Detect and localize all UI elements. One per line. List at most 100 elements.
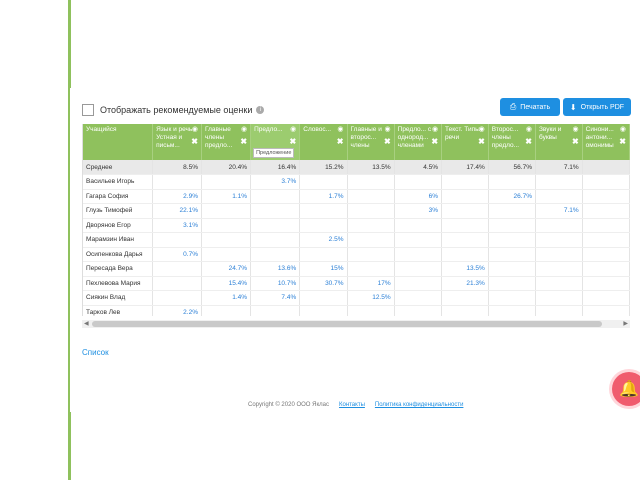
student-name[interactable]: Пехлевова Мария — [83, 276, 154, 291]
score-cell — [347, 174, 395, 190]
score-cell[interactable]: 17% — [347, 276, 395, 291]
recommended-grades-checkbox[interactable] — [82, 104, 94, 116]
header-topic[interactable]: Главные члены предло... ◉ ✖ — [201, 124, 252, 160]
horizontal-scrollbar[interactable]: ◀ ▶ — [82, 320, 630, 328]
eye-icon[interactable]: ◉ — [619, 126, 626, 133]
eye-icon[interactable]: ◉ — [384, 126, 391, 133]
header-student[interactable]: Учащийся — [83, 124, 154, 160]
footer-privacy-link[interactable]: Политика конфиденциальности — [374, 402, 464, 408]
eye-icon[interactable]: ◉ — [191, 126, 198, 133]
close-icon[interactable]: ✖ — [478, 137, 485, 146]
score-cell[interactable]: 1.7% — [299, 189, 348, 204]
score-cell[interactable]: 3% — [394, 203, 443, 219]
student-name[interactable]: Пересада Вера — [83, 261, 154, 277]
header-topic[interactable]: Второс... члены предло... ◉ ✖ — [488, 124, 536, 160]
score-cell — [299, 174, 348, 190]
score-cell[interactable]: 3.1% — [152, 218, 202, 233]
eye-icon[interactable]: ◉ — [525, 126, 532, 133]
score-cell[interactable]: 12.5% — [347, 290, 395, 306]
score-cell[interactable]: 7.1% — [535, 203, 583, 219]
score-cell[interactable]: 3.7% — [250, 174, 301, 190]
printer-icon: ⎙ — [509, 102, 517, 111]
score-cell[interactable]: 1.4% — [201, 290, 252, 306]
recommended-grades-toggle[interactable]: Отображать рекомендуемые оценки i — [82, 104, 265, 116]
results-grid: Учащийся Язык и речь. Устная и письм... ◉… — [83, 124, 630, 316]
student-name[interactable]: Осипенкова Дарья — [83, 247, 154, 262]
header-topic[interactable]: Словос... ◉ ✖ — [299, 124, 348, 160]
back-to-list-link[interactable]: Список — [82, 348, 109, 357]
header-topic[interactable]: Предло... ◉ ✖ Предложение — [250, 124, 301, 160]
student-name[interactable]: Сиякин Влад — [83, 290, 154, 306]
score-cell[interactable]: 30.7% — [299, 276, 348, 291]
footer-contacts-link[interactable]: Контакты — [338, 402, 365, 408]
score-cell[interactable]: 15% — [299, 261, 348, 277]
average-label: Среднее — [83, 160, 154, 175]
score-cell[interactable]: 6% — [394, 189, 443, 204]
eye-icon[interactable]: ◉ — [337, 126, 344, 133]
open-pdf-button[interactable]: ⬇ Открыть PDF — [563, 98, 631, 116]
score-cell[interactable]: 15.4% — [201, 276, 252, 291]
header-topic-label: Синони... антони... омонимы — [585, 126, 614, 149]
header-topic-label: Язык и речь. Устная и письм... — [156, 126, 195, 149]
header-topic[interactable]: Главные и второс... члены ◉ ✖ — [347, 124, 395, 160]
score-cell[interactable]: 0.7% — [152, 247, 202, 262]
close-icon[interactable]: ✖ — [571, 137, 579, 146]
score-cell[interactable]: 7.4% — [250, 290, 301, 306]
notifications-button[interactable]: 🔔 — [612, 372, 640, 406]
score-cell[interactable]: 21.3% — [441, 276, 489, 291]
eye-icon[interactable]: ◉ — [290, 126, 297, 133]
score-cell — [488, 232, 536, 248]
close-icon[interactable]: ✖ — [383, 137, 391, 146]
score-cell — [582, 276, 630, 291]
scroll-right-icon[interactable]: ▶ — [623, 321, 628, 327]
score-cell — [488, 203, 536, 219]
score-cell — [441, 174, 489, 190]
close-icon[interactable]: ✖ — [336, 137, 344, 146]
header-topic[interactable]: Синони... антони... омонимы ◉ ✖ — [582, 124, 630, 160]
scrollbar-thumb[interactable] — [92, 321, 602, 327]
close-icon[interactable]: ✖ — [191, 137, 198, 146]
score-cell — [299, 305, 348, 316]
student-name[interactable]: Тарков Лев — [83, 305, 154, 316]
eye-icon[interactable]: ◉ — [431, 126, 439, 133]
eye-icon[interactable]: ◉ — [240, 126, 248, 133]
score-cell[interactable]: 1.1% — [201, 189, 252, 204]
score-cell[interactable]: 24.7% — [201, 261, 252, 277]
scroll-left-icon[interactable]: ◀ — [84, 321, 89, 327]
student-name[interactable]: Васильев Игорь — [83, 174, 154, 190]
score-cell[interactable]: 22.1% — [152, 203, 202, 219]
score-cell — [535, 276, 583, 291]
score-cell[interactable]: 26.7% — [488, 189, 536, 204]
close-icon[interactable]: ✖ — [619, 137, 626, 146]
info-icon[interactable]: i — [256, 106, 265, 114]
header-topic[interactable]: Текст. Типы речи ◉ ✖ — [441, 124, 489, 160]
student-name[interactable]: Дворянов Егор — [83, 218, 154, 233]
score-cell[interactable]: 2.2% — [152, 305, 202, 316]
close-icon[interactable]: ✖ — [289, 137, 297, 146]
score-cell[interactable]: 13.5% — [441, 261, 489, 277]
table-row: Дворянов Егор 3.1% — [83, 218, 630, 233]
close-icon[interactable]: ✖ — [525, 137, 532, 146]
score-cell — [394, 276, 443, 291]
average-cell: 56.7% — [488, 160, 536, 175]
score-cell — [394, 247, 443, 262]
header-topic[interactable]: Язык и речь. Устная и письм... ◉ ✖ — [152, 124, 202, 160]
student-name[interactable]: Глузь Тимофей — [83, 203, 154, 219]
student-name[interactable]: Гагара София — [83, 189, 154, 204]
score-cell — [250, 189, 301, 204]
student-name[interactable]: Марамзин Иван — [83, 232, 154, 248]
eye-icon[interactable]: ◉ — [572, 126, 579, 133]
close-icon[interactable]: ✖ — [240, 137, 248, 146]
header-topic[interactable]: Звуки и буквы ◉ ✖ — [535, 124, 583, 160]
average-cell — [582, 160, 630, 175]
left-strip — [0, 0, 71, 480]
close-icon[interactable]: ✖ — [431, 137, 439, 146]
score-cell[interactable]: 13.6% — [250, 261, 301, 277]
score-cell[interactable]: 2.9% — [152, 189, 202, 204]
score-cell[interactable]: 2.5% — [299, 232, 348, 248]
header-topic[interactable]: Предло... с однород... членами ◉ ✖ — [394, 124, 443, 160]
print-button[interactable]: ⎙ Печатать — [500, 98, 560, 116]
score-cell[interactable]: 10.7% — [250, 276, 301, 291]
average-cell: 16.4% — [250, 160, 301, 175]
eye-icon[interactable]: ◉ — [478, 126, 485, 133]
